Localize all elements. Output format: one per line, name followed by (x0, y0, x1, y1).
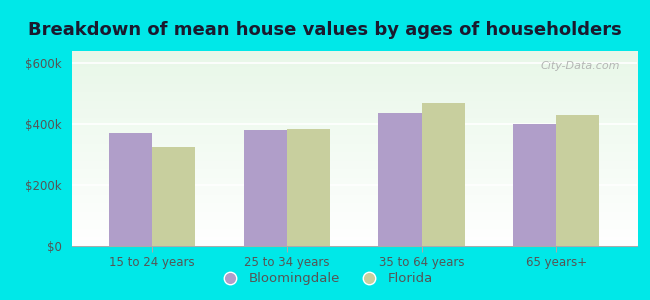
Bar (109, 133, 152, 246)
Text: City-Data.com: City-Data.com (541, 61, 620, 71)
Bar (513, 124, 556, 246)
Bar (152, 147, 196, 246)
Text: Breakdown of mean house values by ages of householders: Breakdown of mean house values by ages o… (28, 21, 622, 39)
Bar (244, 130, 287, 246)
Legend: Bloomingdale, Florida: Bloomingdale, Florida (212, 267, 438, 290)
Bar (378, 113, 422, 246)
Bar (556, 115, 599, 246)
Bar (422, 103, 465, 246)
Bar (287, 129, 330, 246)
